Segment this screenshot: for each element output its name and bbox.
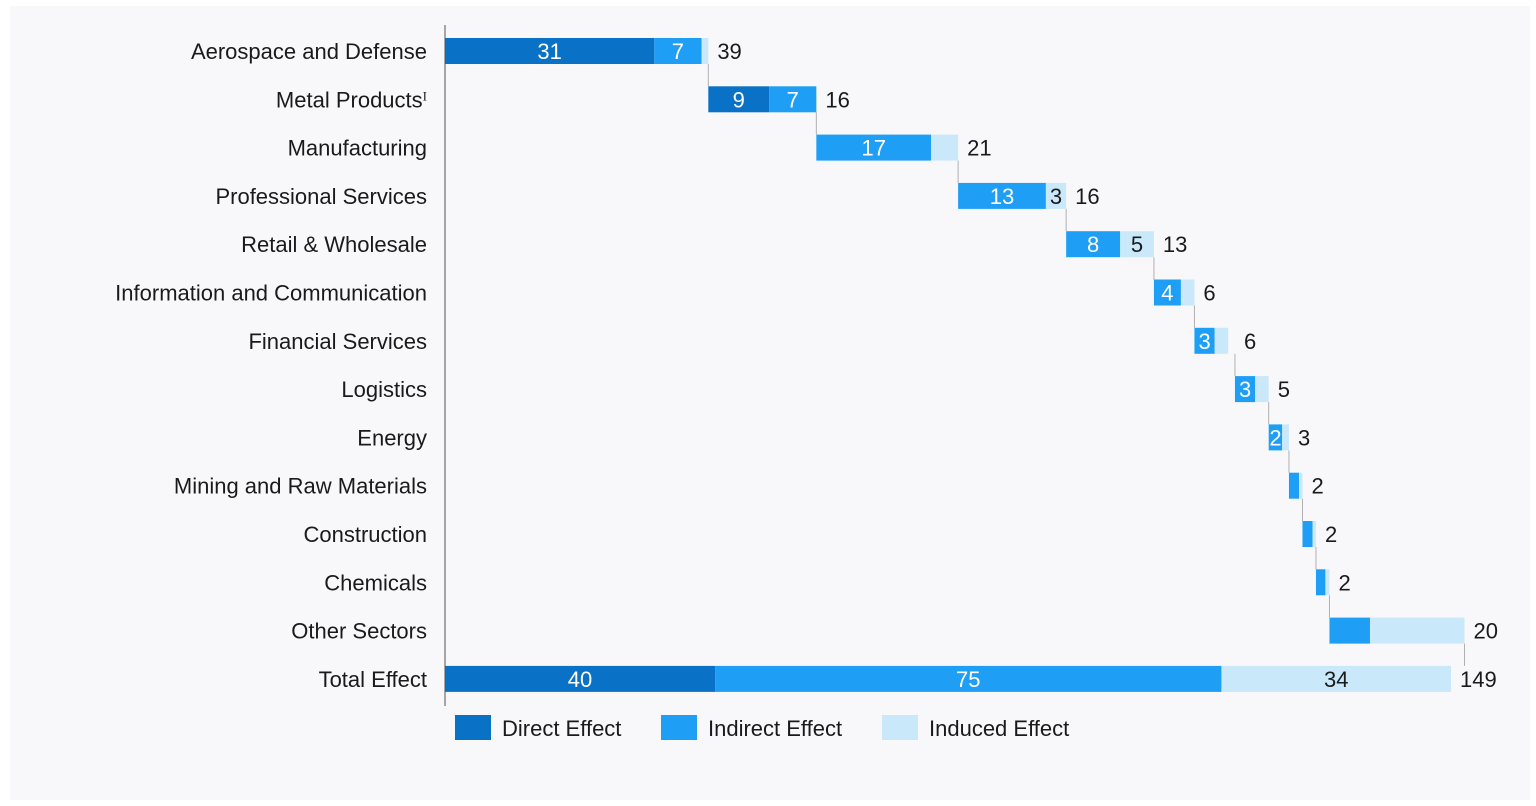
segment-value-label: 7	[787, 87, 799, 112]
bar-segment-induced-effect	[1180, 279, 1195, 306]
bar-segment-indirect-effect	[654, 38, 702, 64]
bar-segment-induced-effect	[1221, 665, 1451, 692]
bar-segment-induced-effect	[1045, 182, 1067, 209]
bar-segment-induced-effect	[1369, 617, 1465, 644]
legend-label: Direct Effect	[502, 716, 621, 741]
total-value-label: 149	[1460, 667, 1497, 692]
total-value-label: 39	[717, 39, 741, 64]
bar-segment-direct-effect	[445, 38, 655, 64]
total-value-label: 3	[1298, 425, 1310, 450]
segment-value-label: 17	[861, 136, 885, 161]
category-label: Mining and Raw Materials	[174, 474, 427, 499]
category-label: Other Sectors	[291, 619, 427, 644]
bar-segment-direct-effect	[445, 665, 716, 692]
bar-segment-induced-effect	[1214, 327, 1229, 354]
legend-swatch-induced-effect	[882, 715, 918, 740]
legend-swatch-indirect-effect	[661, 715, 697, 740]
category-label: Retail & Wholesale	[241, 232, 427, 257]
segment-value-label: 5	[1131, 232, 1143, 257]
category-label: Logistics	[341, 377, 427, 402]
total-value-label: 20	[1474, 619, 1498, 644]
bar-segment-indirect-effect	[1302, 521, 1313, 547]
category-label: Professional Services	[215, 184, 427, 209]
total-value-label: 6	[1244, 329, 1256, 354]
category-label: Chemicals	[324, 570, 427, 595]
bar-segment-induced-effect	[931, 134, 959, 161]
bar-segment-indirect-effect	[1234, 376, 1256, 403]
bar-segment-induced-effect	[701, 38, 709, 64]
total-value-label: 5	[1278, 377, 1290, 402]
segment-value-label: 9	[733, 87, 745, 112]
chart-frame: Aerospace and Defense 31 7 39 Metal Products…	[10, 6, 1530, 800]
bar-segment-induced-effect	[1120, 231, 1154, 258]
segment-value-label: 7	[672, 39, 684, 64]
segment-value-label: 4	[1161, 281, 1173, 306]
bar-segment-induced-effect	[1325, 569, 1330, 596]
total-value-label: 21	[967, 136, 991, 161]
segment-value-label: 40	[568, 667, 592, 692]
bar-segment-indirect-effect	[1329, 617, 1370, 644]
legend-swatch-direct-effect	[455, 715, 491, 740]
category-label: Manufacturing	[288, 136, 427, 161]
category-label: Energy	[357, 425, 427, 450]
bar-segment-indirect-effect	[769, 86, 817, 113]
total-value-label: 2	[1325, 522, 1337, 547]
total-value-label: 13	[1163, 232, 1187, 257]
bar-segment-indirect-effect	[958, 182, 1046, 209]
category-label: Metal ProductsI	[276, 87, 427, 112]
total-value-label: 16	[825, 87, 849, 112]
category-label: Total Effect	[319, 667, 427, 692]
bar-segment-indirect-effect	[1315, 569, 1326, 596]
bar-segment-indirect-effect	[816, 134, 932, 161]
segment-value-label: 75	[956, 667, 980, 692]
segment-value-label: 3	[1239, 377, 1251, 402]
bar-segment-induced-effect	[1282, 424, 1289, 451]
segment-value-label: 8	[1087, 232, 1099, 257]
bar-segment-direct-effect	[708, 86, 770, 113]
category-label: Aerospace and Defense	[191, 39, 427, 64]
total-value-label: 2	[1311, 474, 1323, 499]
legend-label: Indirect Effect	[708, 716, 842, 741]
segment-value-label: 13	[990, 184, 1014, 209]
segment-value-label: 31	[537, 39, 561, 64]
segment-value-label: 3	[1050, 184, 1062, 209]
total-value-label: 6	[1203, 281, 1215, 306]
bar-segment-indirect-effect	[1288, 472, 1300, 499]
segment-value-label: 2	[1269, 425, 1281, 450]
segment-value-label: 3	[1198, 329, 1210, 354]
legend-label: Induced Effect	[929, 716, 1069, 741]
bar-segment-indirect-effect	[715, 665, 1222, 692]
footnote-marker: I	[423, 88, 427, 103]
bar-segment-indirect-effect	[1268, 424, 1283, 451]
bar-segment-indirect-effect	[1066, 231, 1121, 258]
bar-segment-induced-effect	[1299, 472, 1303, 499]
total-value-label: 16	[1075, 184, 1099, 209]
category-label: Construction	[303, 522, 427, 547]
segment-value-label: 34	[1324, 667, 1348, 692]
category-label: Financial Services	[248, 329, 427, 354]
bar-segment-indirect-effect	[1153, 279, 1181, 306]
bar-segment-indirect-effect	[1194, 327, 1215, 354]
category-label: Information and Communication	[115, 281, 427, 306]
bar-segment-induced-effect	[1312, 521, 1316, 547]
bar-segment-induced-effect	[1255, 376, 1269, 403]
total-value-label: 2	[1338, 570, 1350, 595]
